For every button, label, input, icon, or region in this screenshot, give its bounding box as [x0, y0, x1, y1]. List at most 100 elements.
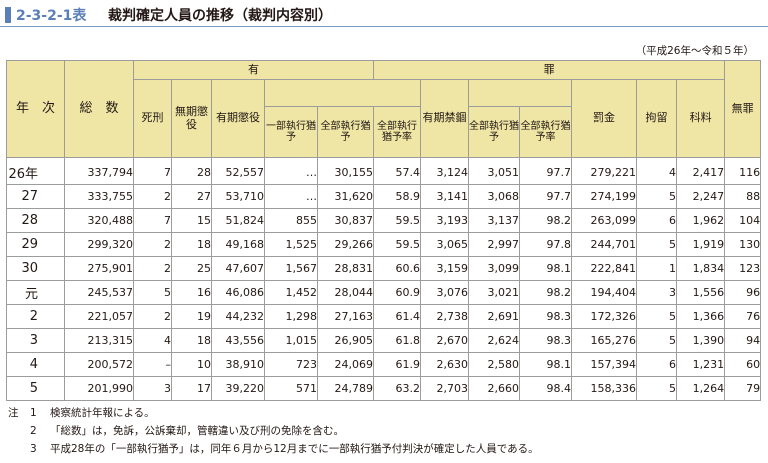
- note-number: 1: [30, 407, 37, 419]
- cell-conf_rate: 98.1: [519, 256, 573, 281]
- table-row: 29 299,320 2 18 49,168 1,525 29,266 59.5 3,065 2,…: [6, 232, 762, 257]
- cell-inn: 79: [724, 376, 762, 401]
- cell-conf: 2,670: [420, 328, 470, 353]
- cell-fine: 263,099: [571, 208, 638, 233]
- cell-life: 16: [171, 280, 212, 305]
- cell-det: 4: [636, 157, 678, 185]
- cell-petty: 1,264: [676, 376, 726, 401]
- header-life: 無期懲役: [171, 79, 212, 158]
- cell-conf_full: 2,624: [468, 328, 521, 353]
- table-row: 30 275,901 2 25 47,607 1,567 28,831 60.6 3,159 3,…: [6, 256, 762, 281]
- cell-petty: 2,247: [676, 184, 726, 209]
- cell-year: 30: [6, 256, 65, 281]
- cell-imp: 51,824: [211, 208, 265, 233]
- cell-total: 333,755: [64, 184, 134, 209]
- cell-rate: 63.2: [373, 376, 422, 401]
- header-confinement: 有期禁錮: [420, 79, 470, 158]
- cell-det: 3: [636, 280, 678, 305]
- cell-year: 28: [6, 208, 65, 233]
- cell-partial: 855: [264, 208, 318, 233]
- header-guilty: 有: [132, 60, 375, 80]
- cell-det: 5: [636, 376, 678, 401]
- cell-conf: 2,703: [420, 376, 470, 401]
- cell-det: 5: [636, 184, 678, 209]
- title-rule: [0, 26, 768, 27]
- cell-conf_full: 2,691: [468, 304, 521, 329]
- cell-fine: 222,841: [571, 256, 638, 281]
- cell-rate: 59.5: [373, 232, 422, 257]
- table-row: 5 201,990 3 17 39,220 571 24,789 63.2 2,703 2,660…: [6, 376, 762, 401]
- header-full-suspend: 全部執行猶 予: [316, 106, 381, 158]
- cell-imp: 53,710: [211, 184, 265, 209]
- cell-year: 29: [6, 232, 65, 257]
- cell-life: 27: [171, 184, 212, 209]
- cell-year: 2: [6, 304, 65, 329]
- cell-life: 28: [171, 157, 212, 185]
- cell-conf_rate: 97.8: [519, 232, 573, 257]
- cell-total: 201,990: [64, 376, 134, 401]
- cell-conf_full: 3,051: [468, 157, 521, 185]
- cell-total: 200,572: [64, 352, 134, 377]
- cell-conf: 3,141: [420, 184, 470, 209]
- header-detention: 拘留: [636, 79, 678, 158]
- cell-inn: 116: [724, 157, 762, 185]
- cell-imp: 46,086: [211, 280, 265, 305]
- cell-conf_rate: 98.3: [519, 304, 573, 329]
- period-label: （平成26年～令和５年）: [635, 45, 754, 57]
- cell-conf_rate: 98.2: [519, 280, 573, 305]
- cell-inn: 130: [724, 232, 762, 257]
- cell-rate: 61.9: [373, 352, 422, 377]
- cell-rate: 61.8: [373, 328, 422, 353]
- table-row: 元 245,537 5 16 46,086 1,452 28,044 60.9 3,076 3,0…: [6, 280, 762, 305]
- cell-conf_full: 2,580: [468, 352, 521, 377]
- cell-conf_rate: 98.1: [519, 352, 573, 377]
- cell-conf: 2,738: [420, 304, 470, 329]
- cell-full: 26,905: [316, 328, 375, 353]
- cell-death: 2: [133, 256, 172, 281]
- table-row: 26年 337,794 7 28 52,557… 30,155 57.4 3,124 3,051…: [6, 157, 762, 185]
- header-spacer-a: [263, 79, 422, 107]
- cell-det: 5: [636, 328, 678, 353]
- cell-det: 5: [636, 232, 678, 257]
- table-row: 4 200,572–10 38,910 723 24,069 61.9 2,630 2,580…: [6, 352, 762, 377]
- cell-imp: 43,556: [211, 328, 265, 353]
- table-row: 28 320,488 7 15 51,824 855 30,837 59.5 3,193 3,13…: [6, 208, 762, 233]
- cell-rate: 58.9: [373, 184, 422, 209]
- header-year: 年 次: [6, 60, 65, 158]
- cell-conf: 2,630: [420, 352, 470, 377]
- cell-conf_rate: 98.4: [519, 376, 573, 401]
- table-body: 26年 337,794 7 28 52,557… 30,155 57.4 3,124 3,051…: [6, 157, 762, 401]
- cell-partial: 571: [264, 376, 318, 401]
- cell-conf: 3,065: [420, 232, 470, 257]
- cell-conf: 3,124: [420, 157, 470, 185]
- cell-fine: 165,276: [571, 328, 638, 353]
- cell-rate: 61.4: [373, 304, 422, 329]
- cell-inn: 88: [724, 184, 762, 209]
- cell-full: 24,069: [316, 352, 375, 377]
- cell-full: 28,831: [316, 256, 375, 281]
- cell-full: 30,155: [316, 157, 375, 185]
- cell-imp: 52,557: [211, 157, 265, 185]
- cell-inn: 94: [724, 328, 762, 353]
- cell-det: 6: [636, 208, 678, 233]
- cell-total: 213,315: [64, 328, 134, 353]
- header-conf-full-suspend-rate: 全部執行猶予率: [519, 106, 573, 158]
- cell-death: 2: [133, 304, 172, 329]
- cell-inn: 123: [724, 256, 762, 281]
- header-death: 死刑: [133, 79, 172, 158]
- cell-total: 299,320: [64, 232, 134, 257]
- cell-year: 27: [6, 184, 65, 209]
- note-number: 3: [30, 443, 37, 455]
- header-innocent: 無罪: [724, 60, 762, 158]
- data-table: 年 次 総 数 有 罪 無罪 死刑 無期懲役 有期懲役 有期禁錮 罰金 拘留 科…: [6, 60, 762, 401]
- cell-conf: 3,159: [420, 256, 470, 281]
- cell-partial: …: [264, 157, 318, 185]
- cell-death: 2: [133, 184, 172, 209]
- cell-death: 3: [133, 376, 172, 401]
- cell-partial: 1,298: [264, 304, 318, 329]
- cell-life: 18: [171, 232, 212, 257]
- cell-year: 元: [6, 280, 65, 305]
- note-text: 検察統計年報による。: [50, 407, 155, 419]
- header-petty-fine: 科料: [676, 79, 726, 158]
- cell-inn: 76: [724, 304, 762, 329]
